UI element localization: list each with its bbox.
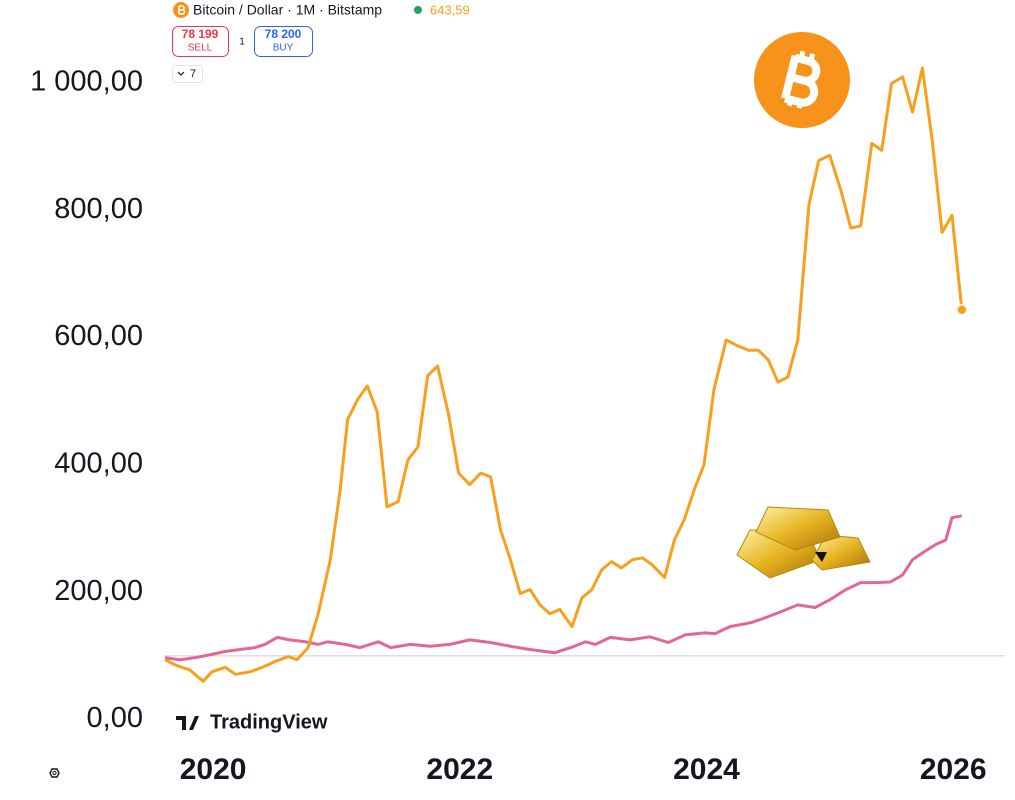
settings-icon-center: [52, 770, 57, 776]
status-dot: [414, 6, 422, 14]
sell-price: 78 199: [182, 27, 219, 41]
series-line: [164, 514, 963, 662]
buy-button[interactable]: [254, 26, 313, 57]
price: 643,59: [430, 2, 470, 17]
symbol: Bitcoin / Dollar · 1M · Bitstamp: [193, 2, 382, 18]
chevron: [177, 71, 185, 76]
btc-icon-glyph: [178, 5, 186, 15]
tradingview-logo: [176, 716, 199, 730]
spread: 1: [239, 37, 245, 48]
sell-label: SELL: [188, 43, 213, 54]
y-tick-label: 0,00: [87, 702, 143, 734]
indicators-toggle[interactable]: [172, 65, 203, 83]
x-tick-label: 2022: [426, 753, 493, 786]
y-tick-label: 600,00: [54, 320, 143, 352]
sell-button[interactable]: [172, 26, 229, 57]
series-line: [164, 66, 964, 683]
y-tick-label: 400,00: [54, 447, 143, 479]
buy-label: BUY: [273, 43, 294, 54]
bitcoin-logo-glyph: [781, 50, 821, 109]
x-tick-label: 2020: [180, 753, 247, 786]
y-tick-label: 800,00: [54, 193, 143, 225]
x-tick-label: 2024: [673, 753, 740, 786]
watermark: TradingView: [210, 711, 328, 733]
x-tick-label: 2026: [920, 753, 987, 786]
y-tick-label: 200,00: [54, 575, 143, 607]
y-tick-label: 1 000,00: [30, 65, 143, 97]
indicators-count: 7: [190, 68, 196, 80]
gold-bars: [736, 506, 871, 579]
buy-price: 78 200: [265, 27, 302, 41]
settings-icon[interactable]: [49, 768, 60, 778]
last-point: [956, 303, 968, 316]
